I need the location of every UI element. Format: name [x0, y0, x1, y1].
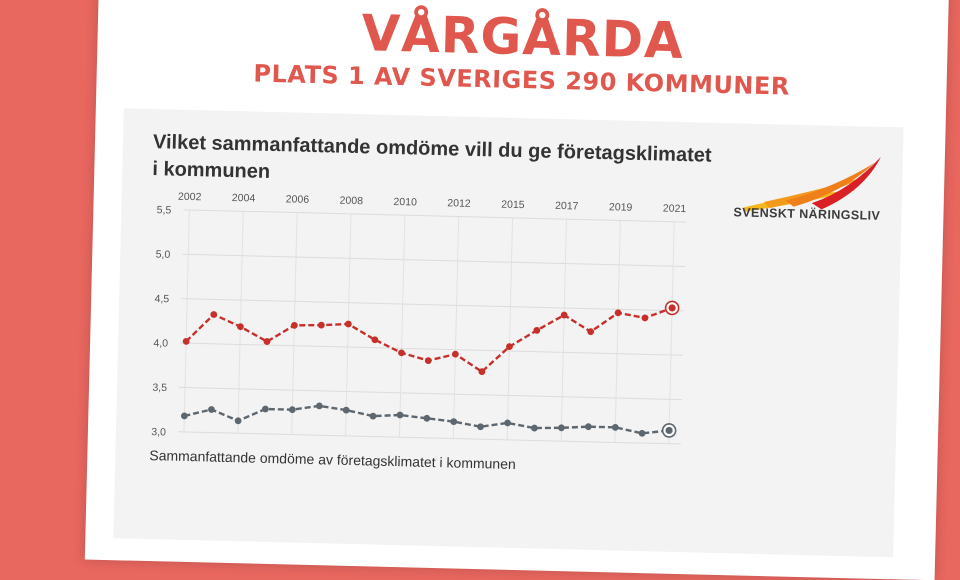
x-tick-label: 2019 — [609, 201, 633, 214]
series-2-point — [504, 419, 511, 427]
y-gridline — [183, 209, 687, 223]
series-2-point — [396, 411, 404, 419]
series-1-point — [263, 338, 271, 345]
series-2-point — [180, 412, 188, 420]
y-gridline — [177, 431, 681, 445]
series-2-point — [288, 406, 296, 414]
series-2-point — [261, 405, 269, 413]
series-line-1 — [185, 306, 673, 373]
series-1-point — [371, 336, 379, 344]
poster-sheet: VÅRGÅRDA PLATS 1 AV SVERIGES 290 KOMMUNE… — [84, 0, 950, 580]
series-2-point — [584, 423, 592, 431]
y-tick-label: 5,0 — [156, 249, 171, 261]
series-2-point — [208, 406, 215, 413]
series-1-point — [398, 349, 405, 357]
y-gridline — [180, 342, 683, 356]
series-1-point — [506, 343, 513, 350]
series-1-point — [614, 309, 622, 317]
x-gridline — [506, 217, 514, 440]
series-1-point — [344, 320, 352, 328]
x-tick-label: 2002 — [178, 191, 202, 204]
y-tick-label: 3,0 — [151, 426, 166, 438]
series-2-point — [638, 429, 646, 437]
y-tick-label: 4,5 — [154, 293, 169, 305]
series-2-point — [234, 417, 242, 425]
y-tick-label: 5,5 — [157, 204, 172, 216]
series-2-point — [369, 412, 377, 420]
series-1-point — [317, 321, 325, 329]
series-1-point — [210, 311, 218, 318]
series-1-point — [237, 323, 244, 331]
series-1-point — [641, 314, 649, 322]
x-tick-label: 2017 — [555, 200, 579, 213]
series-1-point — [560, 311, 568, 319]
x-tick-label: 2006 — [286, 193, 310, 206]
x-gridline — [668, 221, 675, 444]
y-gridline — [181, 298, 685, 312]
x-gridline — [183, 209, 190, 432]
y-tick-label: 3,5 — [152, 382, 167, 394]
y-tick-label: 4,0 — [153, 337, 168, 349]
series-2-point — [531, 424, 538, 432]
series-1-point — [533, 326, 541, 334]
x-gridline — [452, 216, 460, 439]
series-2-point — [611, 423, 619, 431]
chart-panel: 5,5 5,0 4,5 4,0 3,5 3,0 2002 2004 2006 2008 2010 20… — [113, 108, 904, 558]
series-2-point — [477, 423, 484, 431]
series-2-point — [557, 424, 565, 432]
x-tick-label: 2008 — [339, 195, 363, 208]
x-tick-label: 2004 — [232, 192, 256, 205]
x-tick-label: 2010 — [393, 196, 417, 209]
series-2-point — [423, 414, 431, 422]
series-1-point — [478, 368, 486, 376]
x-gridline — [614, 220, 621, 443]
x-tick-label: 2015 — [501, 199, 525, 212]
series-1-point — [290, 321, 298, 329]
series-2-point — [315, 402, 323, 410]
line-chart: 5,5 5,0 4,5 4,0 3,5 3,0 2002 2004 2006 2008 2010 20… — [151, 191, 687, 445]
series-1-point — [424, 357, 432, 365]
y-gridline — [182, 253, 686, 268]
series-1-point — [668, 304, 676, 312]
series-2-point — [665, 426, 673, 435]
series-2-point — [342, 406, 350, 414]
svenskt-naringsliv-logo-icon — [743, 156, 881, 212]
series-2-point — [450, 418, 458, 426]
x-tick-label: 2012 — [447, 197, 471, 210]
series-1-point — [587, 328, 595, 336]
series-1-point — [182, 337, 190, 345]
y-gridline — [179, 386, 682, 401]
x-gridline — [237, 211, 244, 434]
x-gridline — [560, 219, 567, 442]
x-tick-label: 2021 — [663, 203, 687, 216]
series-1-point — [451, 350, 459, 358]
x-gridline — [398, 215, 406, 438]
